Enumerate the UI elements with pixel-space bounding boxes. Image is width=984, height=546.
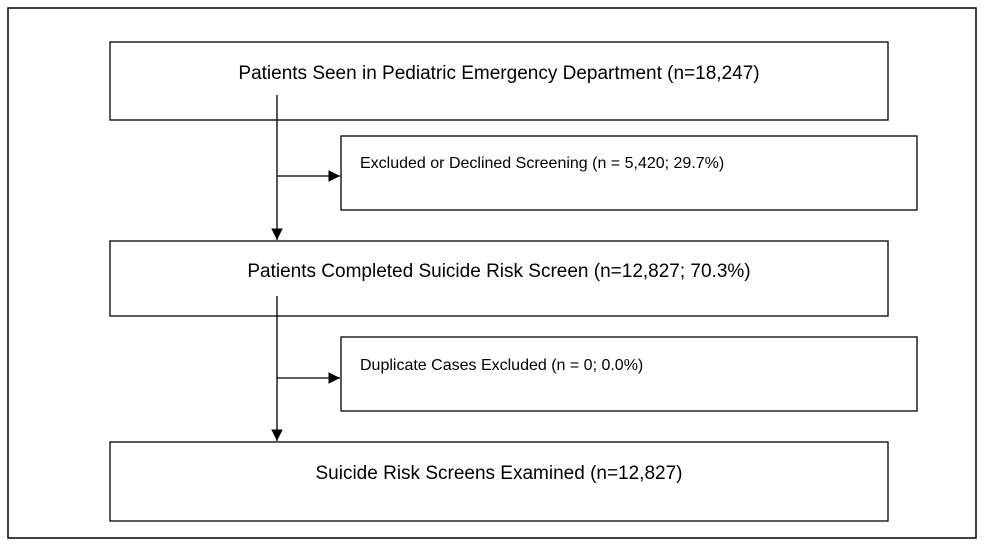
exclusion-label: Duplicate Cases Excluded (n = 0; 0.0%) bbox=[360, 357, 643, 374]
exclusion-label: Excluded or Declined Screening (n = 5,42… bbox=[360, 155, 724, 172]
box-label: Patients Completed Suicide Risk Screen (… bbox=[247, 261, 750, 282]
box-label: Patients Seen in Pediatric Emergency Dep… bbox=[238, 63, 759, 84]
box bbox=[109, 240, 889, 317]
box bbox=[109, 441, 889, 522]
box bbox=[109, 41, 889, 121]
exclusion-box bbox=[340, 336, 918, 412]
box-label: Suicide Risk Screens Examined (n=12,827) bbox=[316, 463, 683, 484]
exclusion-box bbox=[340, 135, 918, 211]
